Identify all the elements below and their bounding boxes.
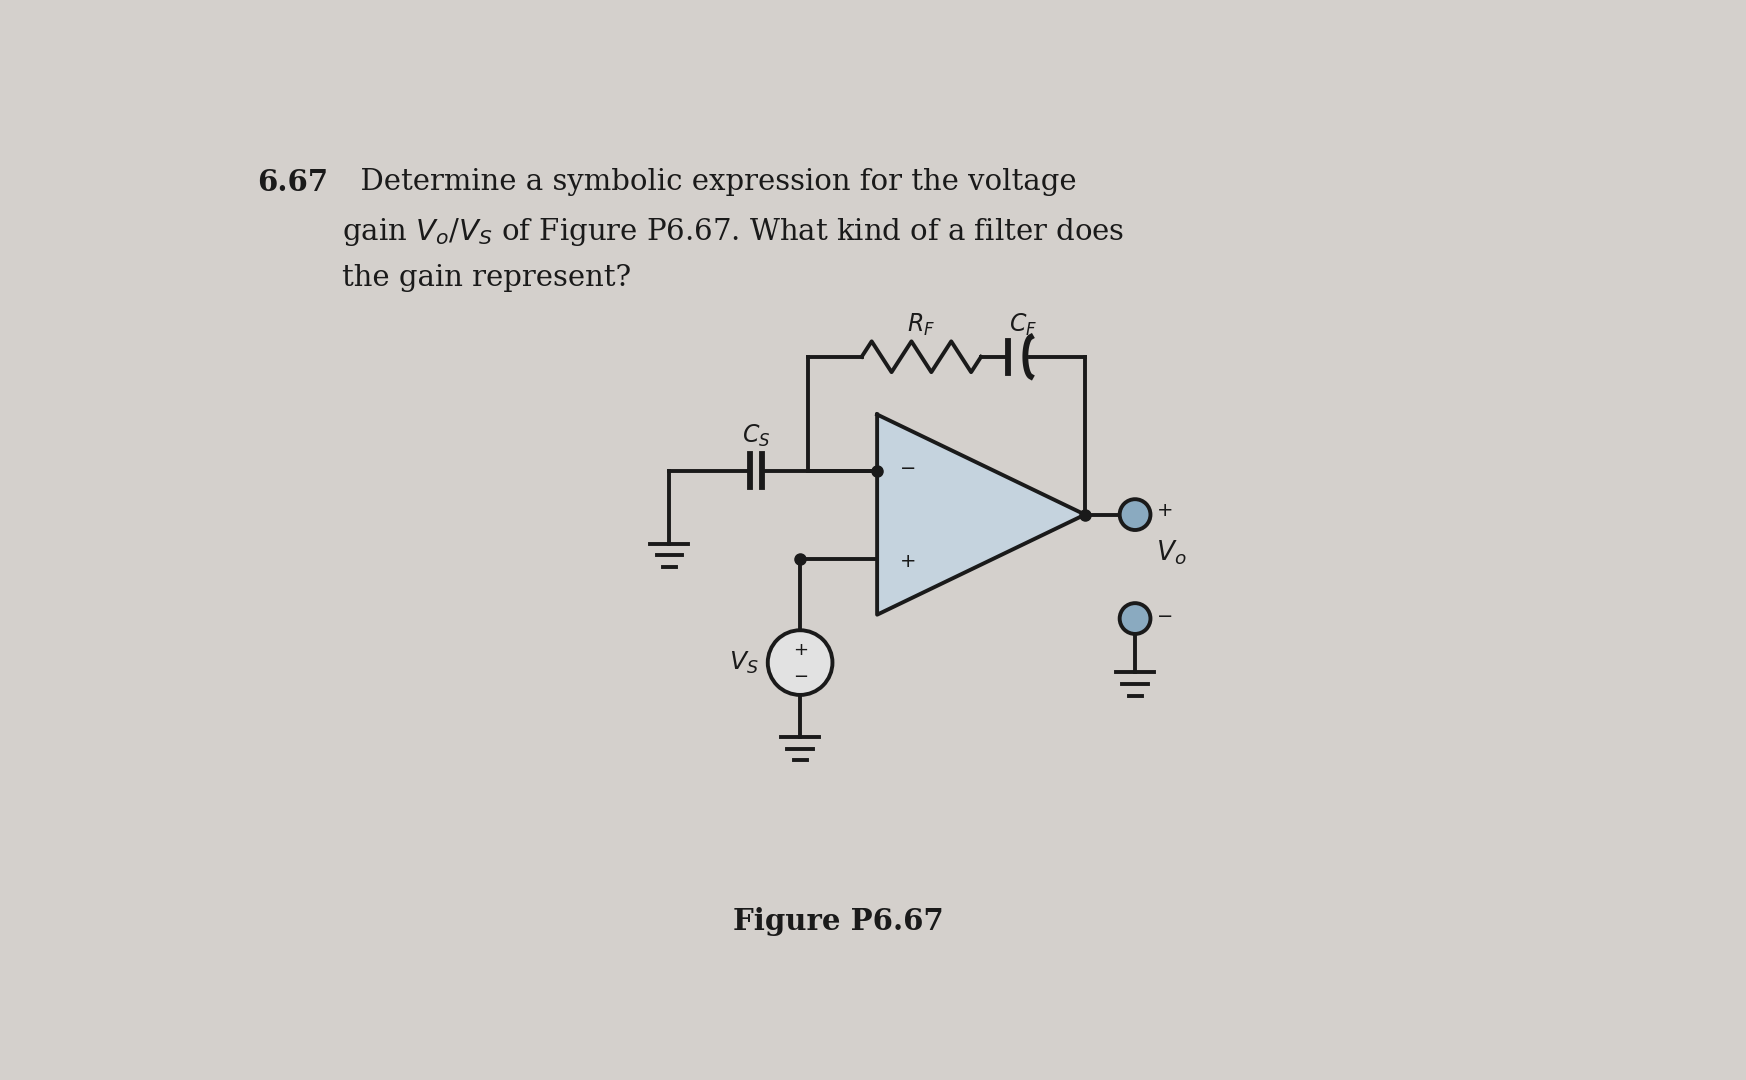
Text: $V_o$: $V_o$	[1156, 539, 1186, 567]
Text: gain $V_o$/$V_S$ of Figure P6.67. What kind of a filter does: gain $V_o$/$V_S$ of Figure P6.67. What k…	[342, 216, 1124, 247]
Circle shape	[1119, 603, 1151, 634]
Text: $-$: $-$	[793, 666, 808, 684]
Text: the gain represent?: the gain represent?	[342, 264, 630, 292]
Text: Determine a symbolic expression for the voltage: Determine a symbolic expression for the …	[342, 168, 1077, 197]
Circle shape	[768, 631, 833, 694]
Circle shape	[1119, 499, 1151, 530]
Text: $+$: $+$	[793, 642, 808, 659]
Text: 6.67: 6.67	[257, 168, 328, 197]
Text: $C_F$: $C_F$	[1009, 311, 1037, 338]
Text: $C_S$: $C_S$	[742, 422, 770, 449]
Polygon shape	[876, 415, 1084, 615]
Text: $V_S$: $V_S$	[728, 649, 758, 676]
Text: Figure P6.67: Figure P6.67	[733, 907, 945, 935]
Text: $R_F$: $R_F$	[908, 311, 936, 338]
Text: $-$: $-$	[899, 458, 915, 475]
Text: $-$: $-$	[1156, 606, 1172, 624]
Text: $+$: $+$	[899, 553, 915, 571]
Text: $+$: $+$	[1156, 502, 1172, 519]
